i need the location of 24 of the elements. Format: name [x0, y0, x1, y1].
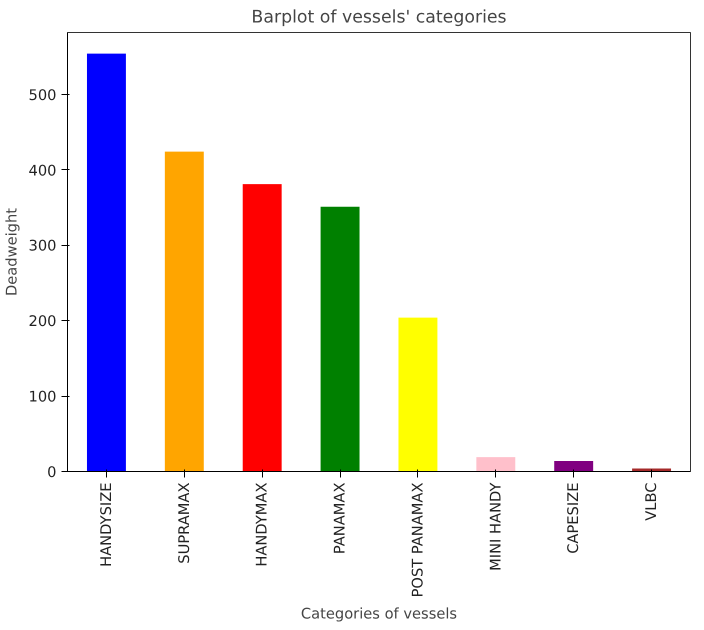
bar	[398, 318, 438, 472]
y-tick-label: 0	[47, 464, 57, 481]
y-tick-label: 200	[28, 313, 57, 330]
y-tick-label: 300	[28, 238, 57, 255]
x-tick-label: HANDYSIZE	[98, 482, 115, 567]
x-tick-label: SUPRAMAX	[176, 482, 193, 564]
bar	[242, 184, 282, 472]
x-tick-label: VLBC	[643, 482, 660, 521]
x-axis-title: Categories of vessels	[300, 605, 458, 622]
bar	[320, 206, 360, 472]
x-tick-label: CAPESIZE	[565, 482, 582, 554]
y-tick-label: 400	[28, 162, 57, 180]
y-axis-title: Deadweight	[4, 208, 21, 296]
x-tick-label: POST PANAMAX	[409, 482, 426, 598]
y-tick-label: 500	[28, 86, 57, 104]
y-tick-label: 100	[28, 388, 57, 406]
chart-title: Barplot of vessels' categories	[251, 8, 507, 28]
bar	[554, 460, 594, 472]
x-tick-label: PANAMAX	[332, 482, 349, 554]
bar	[164, 152, 204, 472]
x-tick-label: MINI HANDY	[487, 482, 504, 571]
x-tick-label: HANDYMAX	[254, 482, 271, 567]
bar	[86, 54, 126, 472]
bar	[476, 457, 516, 472]
